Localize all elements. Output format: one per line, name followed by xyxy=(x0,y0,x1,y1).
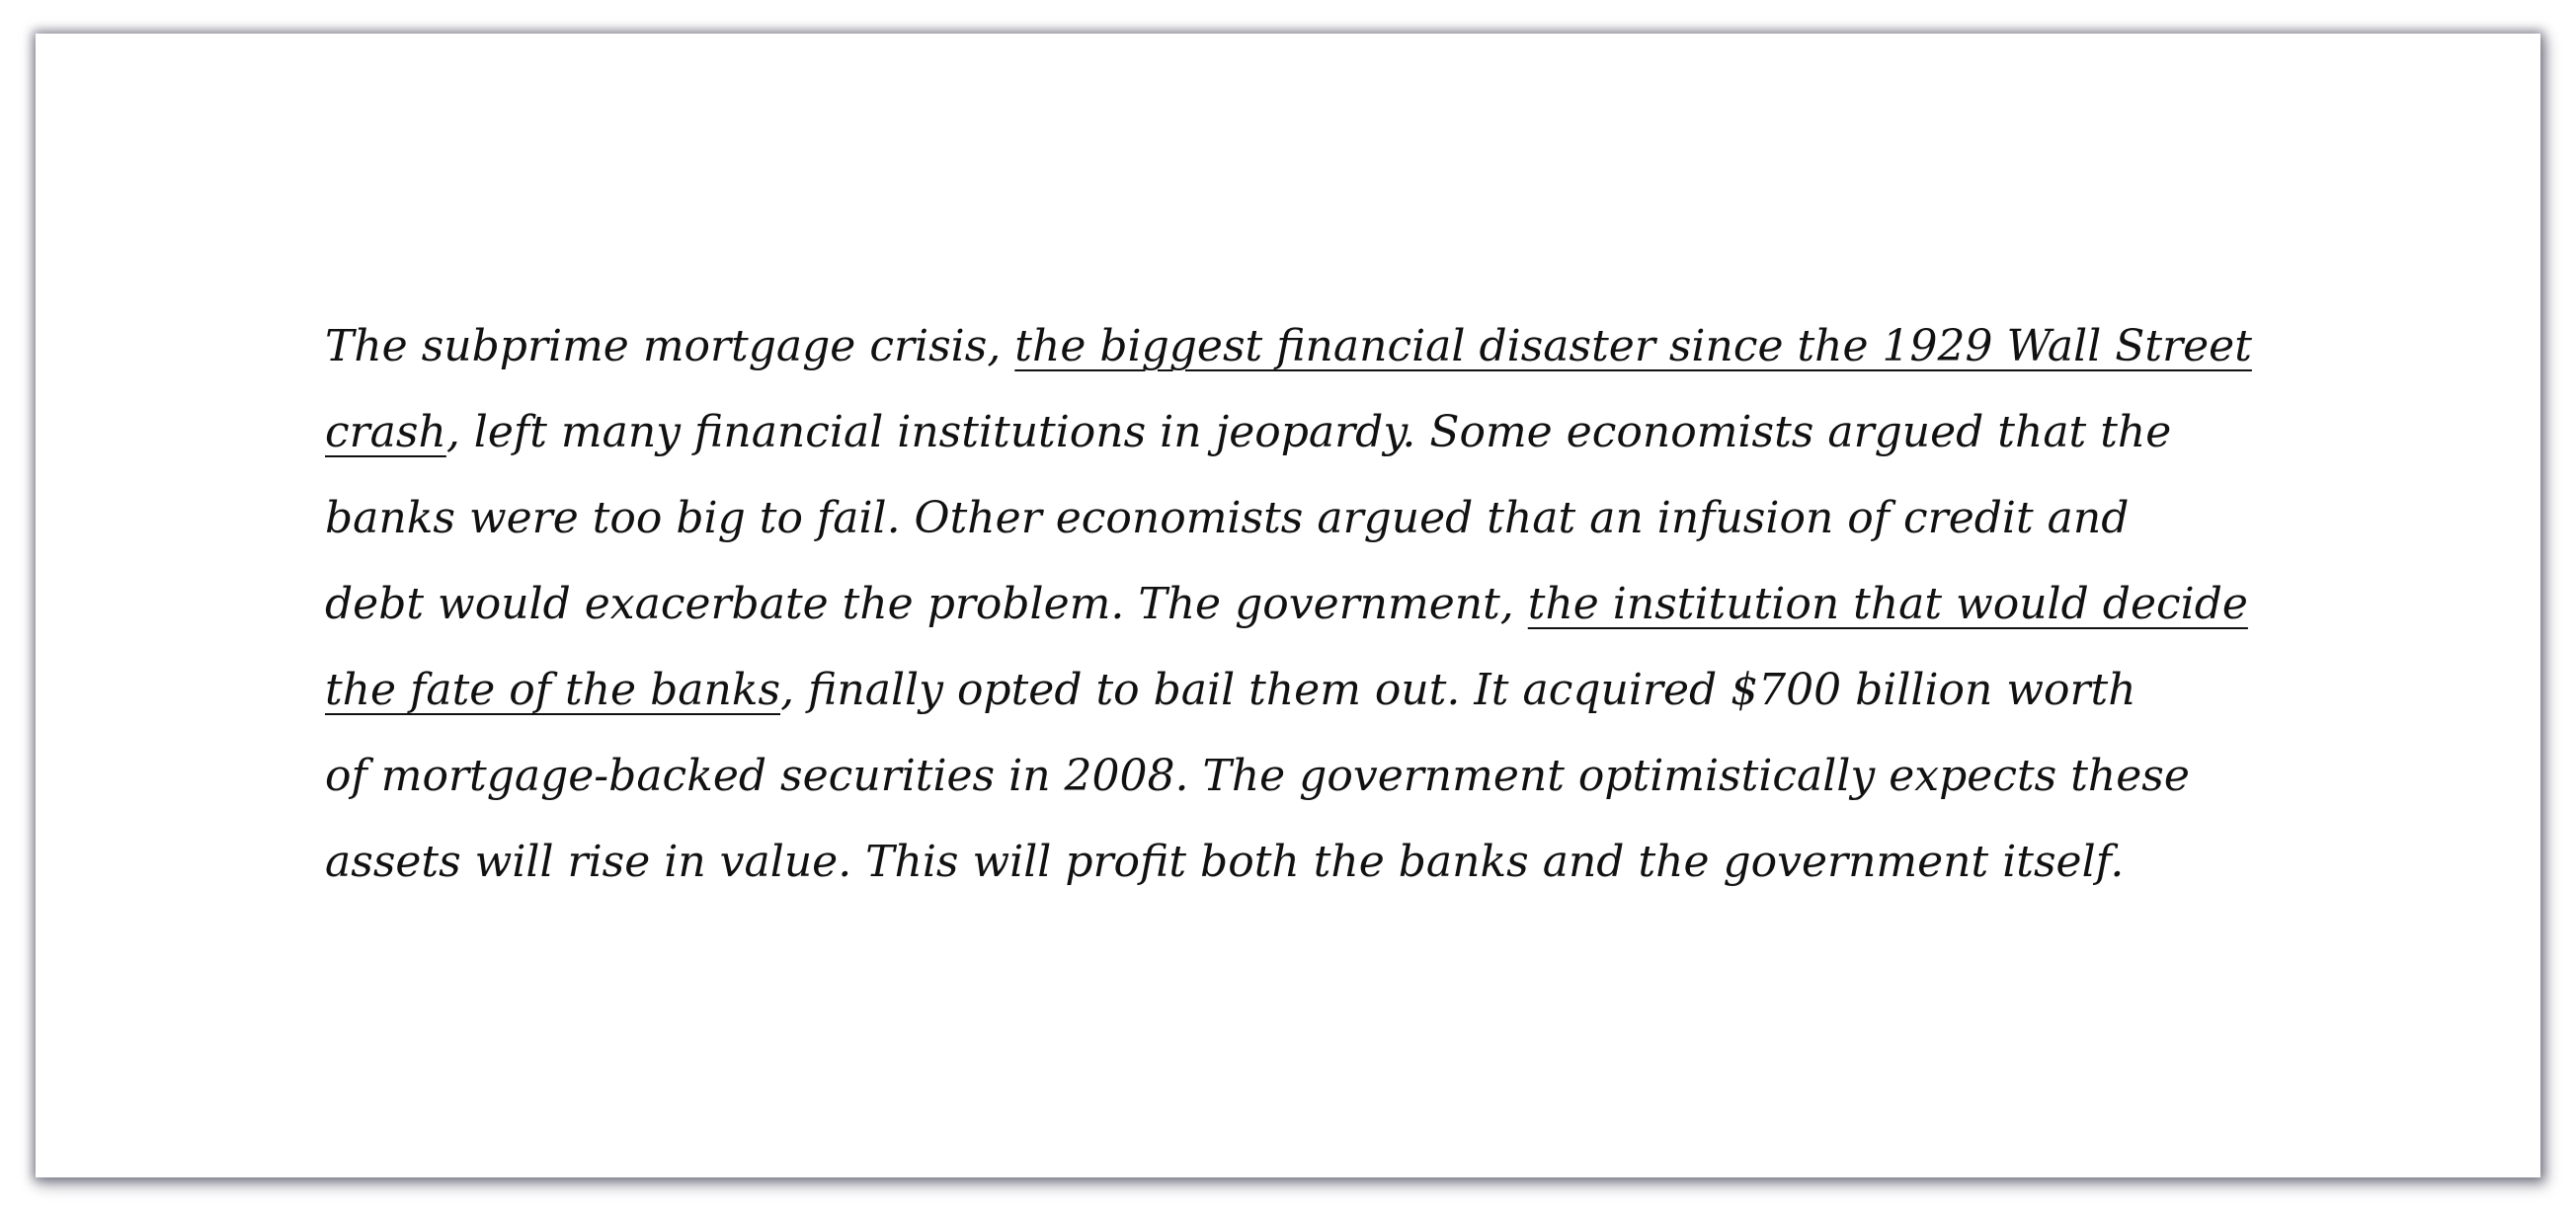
line-segment: of mortgage-backed securities in 2008. T… xyxy=(325,751,2190,801)
paragraph-line-5: the fate of the banks, finally opted to … xyxy=(325,647,2291,733)
handwritten-paragraph: The subprime mortgage crisis, the bigges… xyxy=(325,303,2291,905)
underlined-appositive: the fate of the banks xyxy=(325,665,781,715)
underlined-appositive: the biggest financial disaster since the… xyxy=(1014,321,2252,371)
paragraph-line-1: The subprime mortgage crisis, the bigges… xyxy=(325,303,2291,389)
line-segment: , finally opted to bail them out. It acq… xyxy=(780,665,2136,715)
line-segment: , left many financial institutions in je… xyxy=(445,407,2172,457)
underlined-appositive: crash xyxy=(325,407,446,457)
line-segment: assets will rise in value. This will pro… xyxy=(325,837,2125,887)
line-segment: banks were too big to fail. Other econom… xyxy=(325,493,2130,543)
paragraph-line-6: of mortgage-backed securities in 2008. T… xyxy=(325,733,2291,819)
line-segment: debt would exacerbate the problem. The g… xyxy=(325,579,1528,629)
document-page: The subprime mortgage crisis, the bigges… xyxy=(36,34,2540,1177)
underlined-appositive: the institution that would decide xyxy=(1527,579,2248,629)
paragraph-line-4: debt would exacerbate the problem. The g… xyxy=(325,561,2291,647)
paragraph-line-7: assets will rise in value. This will pro… xyxy=(325,819,2291,905)
paragraph-line-3: banks were too big to fail. Other econom… xyxy=(325,475,2291,561)
paragraph-line-2: crash, left many financial institutions … xyxy=(325,389,2291,475)
line-segment: The subprime mortgage crisis, xyxy=(325,321,1015,371)
